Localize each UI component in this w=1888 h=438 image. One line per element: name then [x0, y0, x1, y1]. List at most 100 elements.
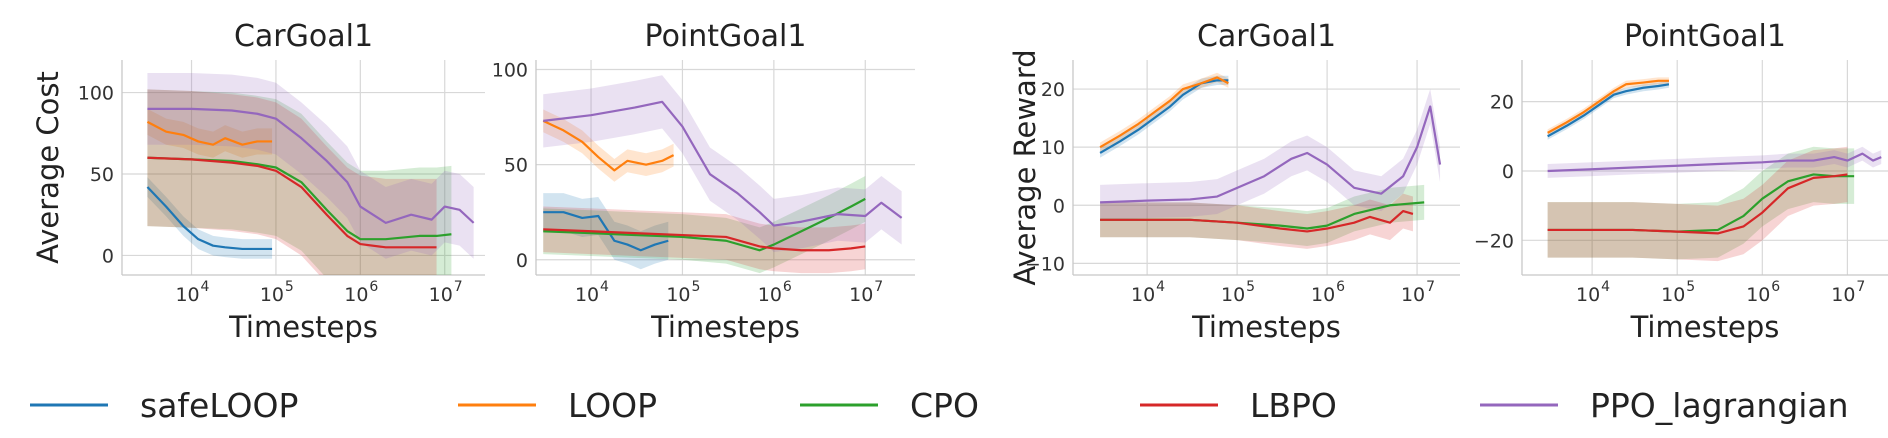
band-ppo-lagrangian: [1547, 146, 1882, 178]
x-tick-label: 10: [1576, 284, 1600, 306]
legend-label: CPO: [910, 386, 979, 425]
series-line-lbpo: [1547, 173, 1848, 235]
y-axis-label: Average Cost: [31, 71, 65, 264]
x-tick-label: 10: [575, 284, 599, 306]
x-tick-exponent: 5: [1686, 279, 1695, 295]
band-safeloop: [1100, 75, 1229, 158]
x-tick-label: 10: [666, 284, 690, 306]
x-tick-exponent: 7: [1856, 279, 1865, 295]
legend-label: LBPO: [1250, 386, 1337, 425]
y-axis-label: Average Reward: [1008, 49, 1042, 285]
series-line-loop: [146, 120, 273, 146]
band-loop: [147, 108, 273, 158]
x-axis-label: Timesteps: [650, 310, 800, 344]
x-tick-label: 10: [1661, 284, 1685, 306]
series-line-safeloop: [1547, 83, 1670, 138]
y-tick-label: 20: [1490, 92, 1514, 114]
y-tick-label: 50: [90, 164, 114, 186]
x-tick-label: 10: [849, 284, 873, 306]
chart-title: CarGoal1: [234, 19, 373, 54]
y-tick-label: −10: [1025, 253, 1065, 275]
series-line-ppo-lagrangian: [1547, 152, 1882, 173]
x-tick-exponent: 6: [1771, 279, 1780, 295]
chart-title: PointGoal1: [1624, 19, 1786, 54]
x-tick-label: 10: [1831, 284, 1855, 306]
band-ppo-lagrangian: [543, 75, 902, 253]
series-group: [146, 73, 475, 275]
x-tick-label: 10: [344, 284, 368, 306]
band-lbpo: [1100, 193, 1413, 249]
band-loop: [1100, 72, 1229, 152]
y-tick-label: 20: [1041, 79, 1065, 101]
x-tick-label: 10: [1221, 284, 1245, 306]
band-ppo-lagrangian: [147, 73, 474, 259]
series-line-cpo: [147, 156, 452, 241]
plot-area: [536, 60, 915, 275]
series-line-safeloop: [1099, 79, 1229, 154]
series-line-lbpo: [147, 156, 437, 249]
chart-title: CarGoal1: [1197, 19, 1336, 54]
x-tick-exponent: 5: [691, 279, 700, 295]
band-safeloop: [147, 177, 273, 259]
band-cpo: [1100, 184, 1425, 246]
series-group: [1099, 72, 1442, 249]
y-tick-label: 0: [1502, 161, 1514, 183]
plot-area: [122, 60, 485, 275]
x-tick-exponent: 5: [1246, 279, 1255, 295]
y-tick-label: −20: [1474, 230, 1514, 252]
series-line-ppo-lagrangian: [1100, 105, 1442, 204]
x-tick-label: 10: [429, 284, 453, 306]
x-tick-label: 10: [175, 284, 199, 306]
x-tick-label: 10: [260, 284, 284, 306]
x-tick-label: 10: [1401, 284, 1425, 306]
series-line-loop: [542, 119, 675, 172]
plot-area: [1073, 60, 1460, 275]
legend-label: PPO_lagrangian: [1590, 386, 1849, 425]
x-tick-label: 10: [1131, 284, 1155, 306]
x-tick-exponent: 4: [600, 279, 609, 295]
x-axis-label: Timesteps: [1630, 310, 1780, 344]
y-tick-label: 0: [516, 250, 528, 272]
legend-label: LOOP: [568, 386, 657, 425]
band-cpo: [1547, 146, 1855, 260]
legend-label: safeLOOP: [140, 386, 298, 425]
x-tick-exponent: 7: [874, 279, 883, 295]
x-tick-label: 10: [758, 284, 782, 306]
series-line-loop: [1547, 79, 1669, 134]
legend: safeLOOP LOOP CPO LBPO PPO_lagrangian: [30, 386, 1849, 425]
x-tick-exponent: 6: [783, 279, 792, 295]
series-line-safeloop: [146, 186, 273, 251]
series-line-loop: [1099, 76, 1229, 149]
chart-title: PointGoal1: [645, 19, 807, 54]
y-tick-label: 0: [102, 245, 114, 267]
series-line-safeloop: [543, 211, 669, 252]
band-lbpo: [1547, 146, 1848, 262]
x-axis-label: Timesteps: [228, 310, 378, 344]
x-tick-exponent: 5: [285, 279, 294, 295]
x-tick-exponent: 6: [369, 279, 378, 295]
y-tick-label: 50: [504, 155, 528, 177]
x-tick-exponent: 4: [1156, 279, 1165, 295]
y-tick-label: 100: [492, 60, 528, 82]
series-group: [1547, 77, 1882, 262]
series-group: [542, 75, 903, 274]
x-tick-exponent: 4: [1601, 279, 1610, 295]
x-tick-exponent: 7: [454, 279, 463, 295]
x-tick-label: 10: [1311, 284, 1335, 306]
series-line-ppo-lagrangian: [147, 107, 475, 224]
x-tick-exponent: 6: [1336, 279, 1345, 295]
series-line-lbpo: [1100, 209, 1414, 233]
series-line-ppo-lagrangian: [543, 100, 903, 227]
y-tick-label: 100: [78, 83, 114, 105]
band-loop: [1547, 77, 1669, 137]
y-tick-label: 0: [1053, 195, 1065, 217]
x-tick-exponent: 7: [1426, 279, 1435, 295]
x-tick-exponent: 4: [201, 279, 210, 295]
y-tick-label: 10: [1041, 137, 1065, 159]
series-line-lbpo: [543, 228, 866, 252]
